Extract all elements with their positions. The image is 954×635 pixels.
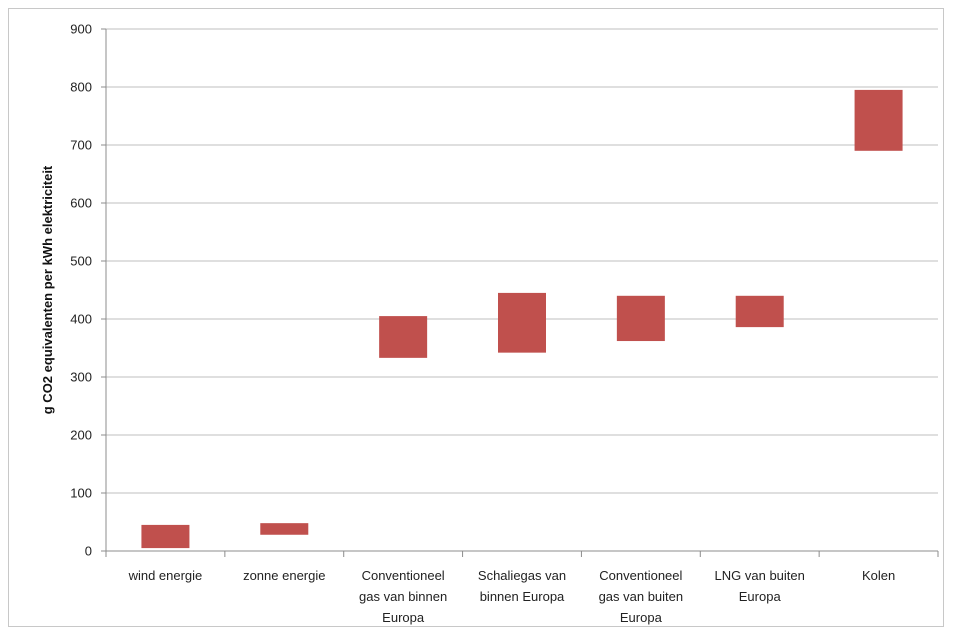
y-tick-label: 100 [70,486,92,501]
x-category-label: Kolen [862,568,895,583]
y-tick-label: 200 [70,428,92,443]
bar [379,316,428,358]
x-category-label: wind energie [128,568,203,583]
x-category-labels: wind energie zonne energie Conventioneel ga… [128,568,896,625]
x-category-label: Conventioneel gas van buiten Europa [599,568,684,625]
y-tick-label: 700 [70,138,92,153]
x-category-label: Conventioneel gas van binnen Europa [359,568,447,625]
y-tick-label: 600 [70,196,92,211]
bar [498,292,546,353]
y-tick-labels: 0 100 200 300 400 500 600 700 800 900 [70,22,92,559]
axes [101,28,939,557]
y-tick-label: 300 [70,370,92,385]
bar [735,295,784,328]
y-tick-label: 0 [85,544,92,559]
chart-frame [8,8,944,627]
y-axis-label: g CO2 equivalenten per kWh elektriciteit [40,165,55,414]
bar [260,523,309,535]
x-category-label: Schaliegas van binnen Europa [478,568,566,604]
bar [141,524,190,549]
y-tick-label: 400 [70,312,92,327]
bars [141,89,903,549]
y-tick-label: 800 [70,80,92,95]
x-category-label: zonne energie [243,568,325,583]
y-tick-label: 900 [70,22,92,37]
y-tick-label: 500 [70,254,92,269]
bar [616,295,665,342]
gridlines [106,28,938,494]
x-category-label: LNG van buiten Europa [715,568,805,604]
bar [854,89,903,151]
